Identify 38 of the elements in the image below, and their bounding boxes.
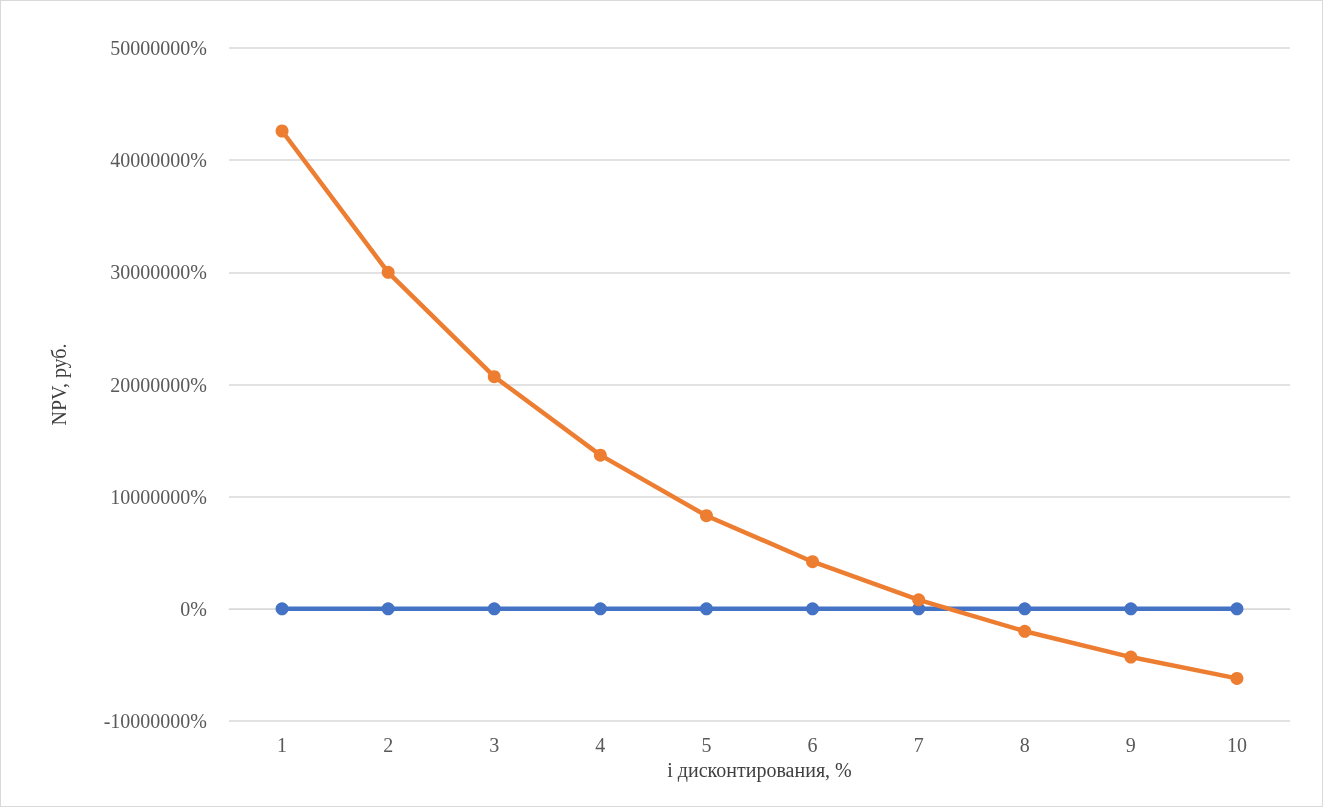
x-tick-label: 2 <box>383 734 394 756</box>
x-tick-label: 7 <box>913 734 924 756</box>
point <box>593 602 607 616</box>
point <box>275 602 289 616</box>
x-tick-label: 9 <box>1125 734 1136 756</box>
x-tick-label: 4 <box>595 734 606 756</box>
point <box>487 370 501 384</box>
x-axis-title: і дисконтирования, % <box>667 758 852 782</box>
point <box>1124 650 1138 664</box>
x-tick-label: 8 <box>1019 734 1030 756</box>
point <box>1230 671 1244 685</box>
y-tick-label: 20000000% <box>110 373 207 396</box>
y-tick-label: 0% <box>180 597 207 620</box>
x-tick-label: 10 <box>1226 734 1247 756</box>
y-axis-title: NPV, руб. <box>48 343 71 426</box>
x-tick-label: 6 <box>807 734 818 756</box>
point <box>1018 602 1032 616</box>
x-tick-label: 5 <box>701 734 712 756</box>
point <box>1018 624 1032 638</box>
x-tick-label: 3 <box>489 734 500 756</box>
y-tick-label: 30000000% <box>110 261 207 284</box>
y-tick-label: -10000000% <box>103 710 207 732</box>
x-tick-label: 1 <box>277 734 288 756</box>
point <box>912 593 926 607</box>
point <box>806 555 820 569</box>
point <box>806 602 820 616</box>
y-tick-label: 40000000% <box>110 149 207 172</box>
point <box>1124 602 1138 616</box>
point <box>381 602 395 616</box>
y-tick-label: 10000000% <box>110 485 207 508</box>
point <box>275 124 289 138</box>
point <box>593 448 607 462</box>
point <box>1230 602 1244 616</box>
point <box>381 265 395 279</box>
y-tick-label: 50000000% <box>110 37 207 59</box>
point <box>699 602 713 616</box>
point <box>487 602 501 616</box>
point <box>699 509 713 523</box>
